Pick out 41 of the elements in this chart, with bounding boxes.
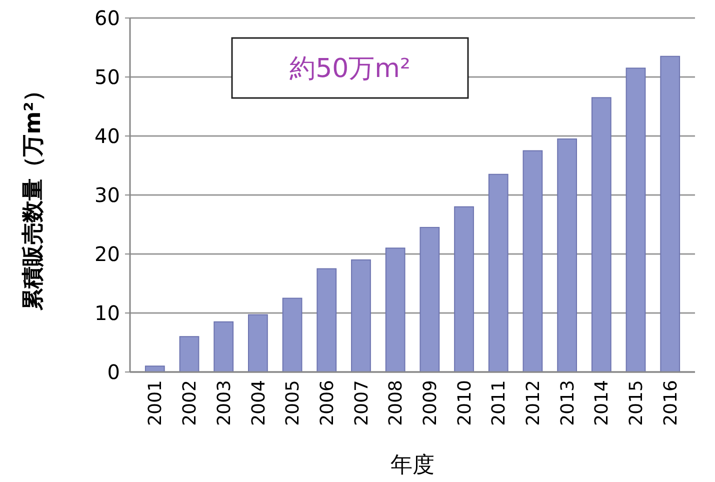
bar bbox=[316, 268, 337, 372]
bar bbox=[488, 174, 508, 372]
x-tick-label: 2009 bbox=[420, 380, 441, 426]
y-tick-label: 0 bbox=[107, 360, 120, 384]
x-tick-label: 2005 bbox=[282, 380, 304, 426]
bar bbox=[591, 97, 612, 372]
bar bbox=[522, 150, 543, 372]
y-axis-title: 累積販売数量（万m²） bbox=[21, 80, 46, 312]
x-tick-label: 2001 bbox=[145, 380, 166, 426]
bar bbox=[351, 259, 371, 372]
bar bbox=[282, 298, 302, 372]
bar bbox=[557, 138, 578, 372]
x-tick-label: 2010 bbox=[454, 380, 476, 426]
y-tick-label: 10 bbox=[94, 301, 120, 325]
x-tick-label: 2007 bbox=[351, 380, 372, 426]
x-tick-label: 2013 bbox=[557, 380, 578, 426]
x-tick-label: 2006 bbox=[316, 380, 338, 426]
y-tick-label: 50 bbox=[94, 65, 120, 89]
bar bbox=[454, 206, 474, 372]
bar bbox=[385, 248, 406, 372]
x-tick-label: 2014 bbox=[592, 380, 613, 426]
x-tick-label: 2003 bbox=[214, 380, 235, 426]
x-tick-label: 2008 bbox=[386, 380, 407, 426]
annotation: 約50万m² bbox=[290, 54, 410, 84]
bar bbox=[179, 336, 200, 372]
y-tick-label: 30 bbox=[94, 183, 120, 207]
x-tick-label: 2016 bbox=[660, 380, 682, 426]
x-tick-label: 2015 bbox=[626, 380, 648, 426]
bar bbox=[214, 321, 234, 372]
bar bbox=[248, 314, 268, 372]
x-tick-label: 2004 bbox=[248, 380, 270, 426]
bar bbox=[420, 226, 440, 372]
x-tick-label: 2011 bbox=[488, 380, 510, 426]
y-tick-label: 60 bbox=[94, 6, 120, 30]
x-axis-title: 年度 bbox=[390, 453, 434, 478]
bar bbox=[660, 56, 680, 372]
x-tick-label: 2002 bbox=[180, 380, 201, 426]
x-tick-label: 2012 bbox=[523, 380, 544, 426]
y-tick-label: 40 bbox=[94, 124, 120, 148]
bar bbox=[626, 68, 646, 372]
y-tick-label: 20 bbox=[94, 242, 120, 266]
